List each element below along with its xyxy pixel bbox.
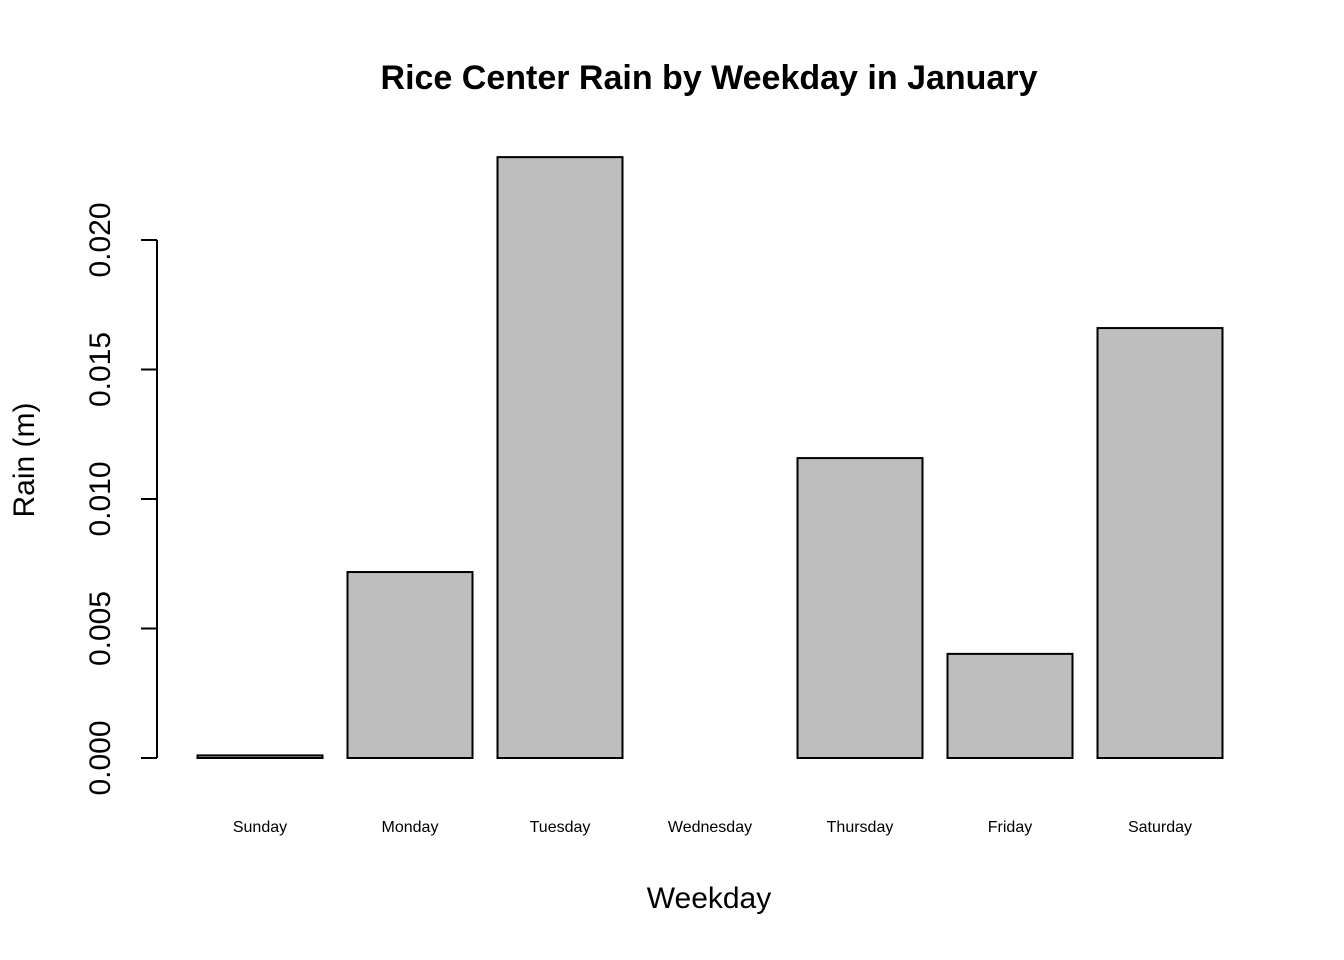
x-tick-label: Thursday [827,819,894,836]
x-tick-label: Sunday [233,819,287,836]
chart-title: Rice Center Rain by Weekday in January [381,59,1038,97]
bar [346,571,474,760]
y-axis-label: Rain (m) [8,402,41,517]
y-tick-label: 0.005 [84,591,117,666]
x-tick-label: Monday [382,819,439,836]
bar [496,156,624,759]
bar [1096,327,1224,759]
bar [796,457,924,759]
bar [946,652,1074,760]
x-tick-label: Wednesday [668,819,752,836]
y-tick-label: 0.000 [84,720,117,795]
y-tick-label: 0.010 [84,461,117,536]
x-tick-label: Friday [988,819,1032,836]
y-tick-label: 0.015 [84,332,117,407]
x-tick-label: Tuesday [530,819,591,836]
x-axis-label: Weekday [647,882,772,915]
bar [196,754,324,759]
x-tick-label: Saturday [1128,819,1192,836]
y-tick-label: 0.020 [84,202,117,277]
